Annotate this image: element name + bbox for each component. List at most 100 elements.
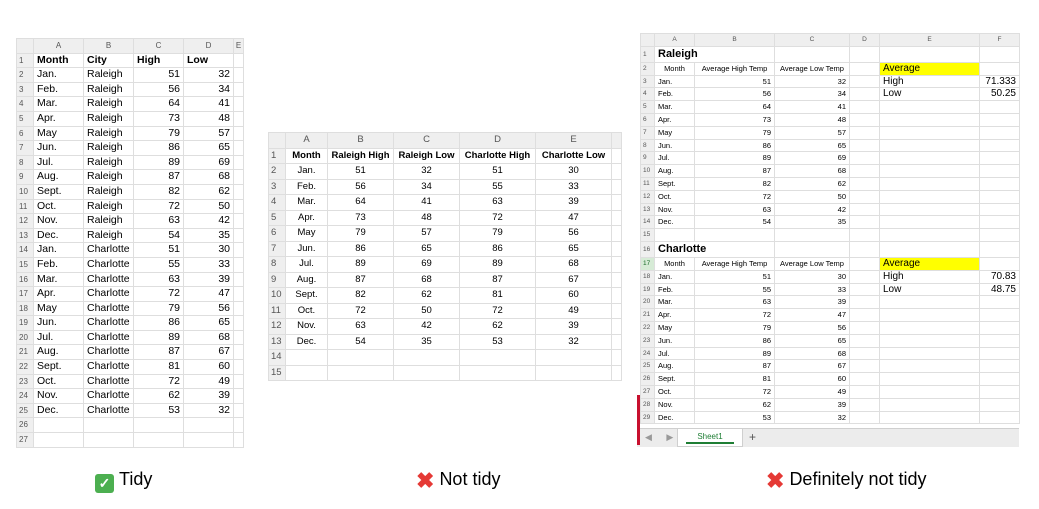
empty-cell[interactable] <box>654 228 695 242</box>
empty-cell[interactable] <box>849 410 880 425</box>
row-number[interactable]: 22 <box>16 359 34 375</box>
data-cell[interactable]: Charlotte <box>83 315 134 331</box>
data-cell[interactable]: 50 <box>183 198 234 215</box>
row-number[interactable]: 7 <box>640 125 655 140</box>
data-cell[interactable]: Apr. <box>33 286 84 302</box>
data-cell[interactable]: 54 <box>694 215 775 230</box>
empty-cell[interactable] <box>133 432 184 448</box>
empty-cell[interactable] <box>849 320 880 335</box>
data-cell[interactable]: 32 <box>535 333 612 350</box>
data-cell[interactable]: Sept. <box>33 359 84 375</box>
empty-cell[interactable] <box>979 151 1020 166</box>
data-cell[interactable]: May <box>33 125 84 142</box>
data-cell[interactable]: 79 <box>694 320 775 335</box>
empty-cell[interactable] <box>233 67 244 83</box>
data-cell[interactable]: 62 <box>694 397 775 412</box>
data-cell[interactable]: 68 <box>774 346 850 361</box>
empty-cell[interactable] <box>233 96 244 112</box>
row-number[interactable]: 25 <box>640 359 655 374</box>
data-cell[interactable]: Charlotte <box>83 388 134 404</box>
empty-cell[interactable] <box>879 295 980 310</box>
row-number[interactable]: 12 <box>640 189 655 204</box>
data-cell[interactable]: 42 <box>393 318 460 335</box>
data-cell[interactable]: 86 <box>694 333 775 348</box>
data-cell[interactable]: 81 <box>459 287 536 304</box>
data-cell[interactable]: 41 <box>393 194 460 211</box>
column-header[interactable]: D <box>459 132 536 149</box>
data-cell[interactable]: 89 <box>133 154 184 171</box>
data-cell[interactable]: 72 <box>133 198 184 215</box>
data-cell[interactable]: Feb. <box>654 87 695 102</box>
data-cell[interactable]: Oct. <box>285 302 328 319</box>
header-cell[interactable]: Raleigh High <box>327 147 394 164</box>
empty-cell[interactable] <box>879 359 980 374</box>
data-cell[interactable]: 79 <box>133 300 184 317</box>
data-cell[interactable]: Aug. <box>33 344 84 361</box>
data-cell[interactable]: Feb. <box>33 81 84 98</box>
empty-cell[interactable] <box>183 417 234 434</box>
row-number[interactable]: 8 <box>268 256 286 273</box>
select-all-corner[interactable] <box>16 38 34 54</box>
empty-cell[interactable] <box>979 164 1020 178</box>
data-cell[interactable]: 82 <box>133 183 184 200</box>
row-number[interactable]: 11 <box>268 302 286 319</box>
row-number[interactable]: 20 <box>16 329 34 346</box>
header-cell[interactable]: Month <box>285 147 328 164</box>
data-cell[interactable]: Dec. <box>33 402 84 419</box>
data-cell[interactable]: 51 <box>327 163 394 180</box>
empty-cell[interactable] <box>285 349 328 366</box>
data-cell[interactable]: 57 <box>183 125 234 142</box>
row-number[interactable]: 13 <box>16 227 34 244</box>
row-number[interactable]: 14 <box>640 215 655 230</box>
header-cell[interactable]: Average High Temp <box>694 256 775 271</box>
select-all-corner[interactable] <box>640 33 655 47</box>
empty-cell[interactable] <box>979 215 1020 230</box>
empty-cell[interactable] <box>233 315 244 331</box>
data-cell[interactable]: 89 <box>694 151 775 166</box>
empty-cell[interactable] <box>133 417 184 434</box>
data-cell[interactable]: Jan. <box>285 163 328 180</box>
data-cell[interactable]: Raleigh <box>83 67 134 83</box>
data-cell[interactable]: 48 <box>774 112 850 127</box>
column-header[interactable]: D <box>183 38 234 54</box>
data-cell[interactable]: 41 <box>774 100 850 114</box>
empty-cell[interactable] <box>979 397 1020 412</box>
column-header[interactable]: A <box>33 38 84 54</box>
data-cell[interactable]: 68 <box>183 169 234 185</box>
column-header[interactable]: C <box>774 33 850 47</box>
empty-cell[interactable] <box>233 359 244 375</box>
row-number[interactable]: 15 <box>268 364 286 381</box>
empty-cell[interactable] <box>535 364 612 381</box>
data-cell[interactable]: Sept. <box>285 287 328 304</box>
empty-cell[interactable] <box>33 417 84 434</box>
column-header[interactable] <box>611 132 622 149</box>
summary-cell[interactable]: Average <box>879 61 980 76</box>
data-cell[interactable]: 34 <box>393 178 460 195</box>
add-sheet-button[interactable]: + <box>749 430 757 444</box>
data-cell[interactable]: Charlotte <box>83 256 134 273</box>
empty-cell[interactable] <box>611 256 622 273</box>
data-cell[interactable]: 33 <box>183 256 234 273</box>
data-cell[interactable]: 51 <box>133 242 184 258</box>
data-cell[interactable]: 65 <box>183 315 234 331</box>
row-number[interactable]: 3 <box>268 178 286 195</box>
empty-cell[interactable] <box>611 271 622 288</box>
empty-cell[interactable] <box>979 202 1020 217</box>
data-cell[interactable]: Charlotte <box>83 286 134 302</box>
summary-cell[interactable]: Low <box>879 282 980 297</box>
empty-cell[interactable] <box>849 397 880 412</box>
data-cell[interactable]: 60 <box>183 359 234 375</box>
row-number[interactable]: 9 <box>268 271 286 288</box>
empty-cell[interactable] <box>979 228 1020 242</box>
data-cell[interactable]: 87 <box>694 359 775 374</box>
empty-cell[interactable] <box>611 287 622 304</box>
data-cell[interactable]: 35 <box>393 333 460 350</box>
empty-cell[interactable] <box>611 209 622 226</box>
data-cell[interactable]: 39 <box>183 388 234 404</box>
data-cell[interactable]: 64 <box>327 194 394 211</box>
empty-cell[interactable] <box>879 372 980 386</box>
empty-cell[interactable] <box>979 346 1020 361</box>
data-cell[interactable]: 51 <box>133 67 184 83</box>
row-number[interactable]: 12 <box>268 318 286 335</box>
data-cell[interactable]: 79 <box>459 225 536 242</box>
